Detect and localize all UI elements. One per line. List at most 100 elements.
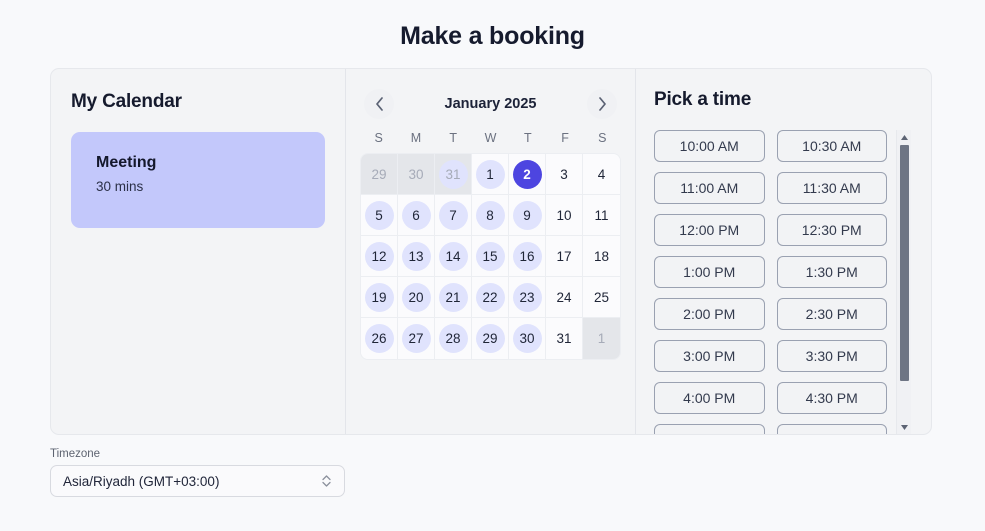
calendar-cell[interactable]: 4 <box>583 154 620 195</box>
timezone-select[interactable]: Asia/Riyadh (GMT+03:00) <box>50 465 345 497</box>
scrollbar-up-arrow[interactable] <box>900 130 909 144</box>
calendar-day[interactable]: 29 <box>475 324 505 353</box>
calendar-day[interactable]: 8 <box>475 200 505 230</box>
calendar-cell[interactable]: 11 <box>583 195 620 236</box>
time-slots-scrollbar[interactable] <box>896 130 911 434</box>
calendar-cell[interactable]: 19 <box>361 277 398 318</box>
weekday-header: W <box>484 131 497 145</box>
calendar-day[interactable]: 21 <box>438 282 468 312</box>
calendar-day[interactable]: 14 <box>438 241 468 271</box>
calendar-cell[interactable]: 16 <box>509 236 546 277</box>
calendar-day[interactable]: 6 <box>401 200 431 230</box>
calendar-cell[interactable]: 21 <box>435 277 472 318</box>
timezone-label: Timezone <box>50 448 101 460</box>
calendar-cell[interactable]: 14 <box>435 236 472 277</box>
time-slot-button[interactable]: 2:00 PM <box>654 298 765 330</box>
calendar-day[interactable]: 4 <box>597 166 606 182</box>
calendar-day[interactable]: 31 <box>556 331 572 346</box>
prev-month-button[interactable] <box>364 89 394 119</box>
calendar-day[interactable]: 27 <box>401 324 431 353</box>
calendar-cell[interactable]: 26 <box>361 318 398 359</box>
calendar-day[interactable]: 5 <box>364 200 394 230</box>
calendar-cell[interactable]: 30 <box>509 318 546 359</box>
calendar-cell[interactable]: 18 <box>583 236 620 277</box>
calendar-cell[interactable]: 5 <box>361 195 398 236</box>
calendar-cell[interactable]: 1 <box>472 154 509 195</box>
calendar-cell[interactable]: 3 <box>546 154 583 195</box>
calendar-day[interactable]: 16 <box>512 241 542 271</box>
calendar-day[interactable]: 3 <box>560 166 568 182</box>
scrollbar-thumb[interactable] <box>899 145 909 381</box>
timezone-field: Timezone Asia/Riyadh (GMT+03:00) <box>50 448 345 497</box>
calendar-cell[interactable]: 31 <box>435 154 472 195</box>
calendar-day[interactable]: 1 <box>475 159 505 189</box>
time-slot-button[interactable]: 5:00 PM <box>654 424 765 434</box>
time-slot-button[interactable]: 2:30 PM <box>776 298 887 330</box>
calendar-cell[interactable]: 8 <box>472 195 509 236</box>
scrollbar-down-arrow[interactable] <box>900 420 909 434</box>
time-slot-button[interactable]: 4:00 PM <box>654 382 765 414</box>
calendar-day[interactable]: 19 <box>364 282 394 312</box>
calendar-cell[interactable]: 28 <box>435 318 472 359</box>
calendar-cell[interactable]: 27 <box>398 318 435 359</box>
time-slot-button[interactable]: 12:00 PM <box>654 214 765 246</box>
calendar-cell[interactable]: 2 <box>509 154 546 195</box>
calendar-day[interactable]: 24 <box>556 289 572 305</box>
time-slot-button[interactable]: 12:30 PM <box>776 214 887 246</box>
time-slot-button[interactable]: 3:30 PM <box>776 340 887 372</box>
calendar-day[interactable]: 22 <box>475 282 505 312</box>
triangle-down-icon <box>900 418 909 434</box>
time-slot-button[interactable]: 5:30 PM <box>776 424 887 434</box>
calendar-cell[interactable]: 13 <box>398 236 435 277</box>
calendar-day[interactable]: 25 <box>593 289 610 305</box>
calendar-grid: 29 30 31 1 2 3 4 5 6 7 8 9 10 11 12 13 14 15 16 17 18 19 20 21 2… <box>360 153 621 360</box>
calendar-day[interactable]: 31 <box>438 159 468 189</box>
calendar-day[interactable]: 17 <box>556 248 572 264</box>
calendar-cell[interactable]: 24 <box>546 277 583 318</box>
event-card-meeting[interactable]: Meeting 30 mins <box>71 132 325 228</box>
calendar-cell[interactable]: 29 <box>472 318 509 359</box>
calendar-day[interactable]: 20 <box>401 282 431 312</box>
calendar-cell[interactable]: 9 <box>509 195 546 236</box>
calendar-day[interactable]: 26 <box>364 324 394 353</box>
booking-card: My Calendar Meeting 30 mins January 2025 <box>50 68 932 435</box>
calendar-day: 1 <box>597 331 606 346</box>
calendar-day[interactable]: 9 <box>512 200 542 230</box>
calendar-cell[interactable]: 12 <box>361 236 398 277</box>
time-slot-button[interactable]: 10:30 AM <box>776 130 887 162</box>
calendar-cell[interactable]: 6 <box>398 195 435 236</box>
calendar-day[interactable]: 12 <box>364 241 394 271</box>
calendar-day[interactable]: 13 <box>401 241 431 271</box>
calendar-day-selected[interactable]: 2 <box>512 159 542 189</box>
calendar-day[interactable]: 23 <box>512 282 542 312</box>
calendar-day[interactable]: 11 <box>594 207 609 223</box>
time-slot-button[interactable]: 10:00 AM <box>654 130 765 162</box>
weekday-header: S <box>374 131 383 145</box>
calendar-day[interactable]: 15 <box>475 241 505 271</box>
time-slot-button[interactable]: 3:00 PM <box>654 340 765 372</box>
calendar-cell[interactable]: 7 <box>435 195 472 236</box>
time-slot-button[interactable]: 11:00 AM <box>654 172 765 204</box>
calendar-day[interactable]: 7 <box>438 200 468 230</box>
calendar-cell[interactable]: 20 <box>398 277 435 318</box>
calendar-cell[interactable]: 17 <box>546 236 583 277</box>
calendar-day[interactable]: 30 <box>512 324 542 353</box>
next-month-button[interactable] <box>587 89 617 119</box>
time-slot-button[interactable]: 4:30 PM <box>776 382 887 414</box>
time-slot-button[interactable]: 1:30 PM <box>776 256 887 288</box>
calendar-cell: 29 <box>361 154 398 195</box>
calendar-cell[interactable]: 23 <box>509 277 546 318</box>
calendar-cell[interactable]: 31 <box>546 318 583 359</box>
time-slot-button[interactable]: 1:00 PM <box>654 256 765 288</box>
calendar-day[interactable]: 10 <box>556 207 572 223</box>
calendar-cell[interactable]: 10 <box>546 195 583 236</box>
calendar-cell[interactable]: 25 <box>583 277 620 318</box>
date-picker-header: January 2025 <box>360 87 621 121</box>
time-slot-button[interactable]: 11:30 AM <box>776 172 887 204</box>
calendar-cell[interactable]: 22 <box>472 277 509 318</box>
weekday-header: M <box>410 131 422 145</box>
calendar-cell[interactable]: 15 <box>472 236 509 277</box>
calendar-day[interactable]: 18 <box>593 248 610 264</box>
calendar-day[interactable]: 28 <box>438 324 468 353</box>
